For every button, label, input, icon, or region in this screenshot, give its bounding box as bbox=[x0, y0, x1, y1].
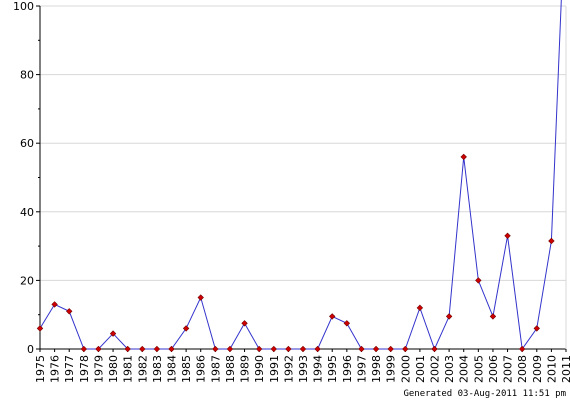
data-point bbox=[197, 294, 204, 301]
y-tick-label: 80 bbox=[20, 69, 34, 82]
x-tick-label: 1975 bbox=[34, 355, 47, 383]
data-point bbox=[416, 304, 424, 312]
generated-timestamp: Generated 03-Aug-2011 11:51 pm bbox=[403, 389, 566, 399]
x-tick-label: 1995 bbox=[326, 355, 339, 383]
series-group bbox=[36, 0, 562, 353]
data-point bbox=[504, 232, 511, 239]
x-tick-label: 2008 bbox=[516, 355, 529, 383]
x-tick-label: 2000 bbox=[399, 355, 412, 383]
x-tick-label: 1983 bbox=[151, 355, 164, 383]
data-point bbox=[51, 301, 58, 308]
x-tick-label: 1999 bbox=[385, 355, 398, 383]
data-point bbox=[445, 313, 453, 320]
data-point bbox=[533, 325, 540, 332]
data-point bbox=[241, 320, 248, 327]
data-point bbox=[182, 325, 190, 332]
x-tick-label: 1981 bbox=[122, 355, 135, 383]
data-point bbox=[489, 313, 497, 320]
x-axis-ticks: 1975 1976 1977 1978 1979 1980 1981 1982 1983 1984… bbox=[34, 349, 570, 383]
data-point bbox=[270, 345, 277, 353]
x-tick-label: 1992 bbox=[282, 355, 295, 383]
x-tick-label: 2009 bbox=[531, 355, 544, 383]
x-tick-label: 1982 bbox=[136, 355, 149, 383]
data-point bbox=[460, 153, 467, 161]
data-series bbox=[36, 0, 562, 353]
x-tick-label: 1978 bbox=[78, 355, 91, 383]
data-point bbox=[343, 320, 351, 327]
x-tick-label: 1980 bbox=[107, 355, 120, 383]
data-point bbox=[95, 345, 102, 353]
data-point bbox=[66, 308, 73, 315]
data-point bbox=[329, 313, 336, 320]
x-tick-label: 2010 bbox=[545, 355, 558, 383]
x-tick-label: 1990 bbox=[253, 355, 266, 383]
x-tick-label: 2011 bbox=[560, 355, 570, 383]
x-tick-label: 1977 bbox=[63, 355, 76, 383]
data-point bbox=[255, 345, 263, 353]
series-line bbox=[39, 0, 562, 351]
data-point bbox=[168, 345, 175, 353]
grid-lines bbox=[40, 5, 566, 281]
y-tick-label: 0 bbox=[27, 343, 34, 356]
x-tick-label: 1979 bbox=[92, 355, 105, 383]
data-point bbox=[153, 345, 161, 353]
y-tick-label: 100 bbox=[13, 0, 34, 13]
data-point bbox=[475, 277, 482, 284]
axes bbox=[39, 6, 567, 350]
y-tick-label: 60 bbox=[20, 137, 34, 150]
x-tick-label: 1996 bbox=[341, 355, 354, 383]
data-point bbox=[299, 345, 307, 353]
data-point bbox=[226, 345, 234, 353]
data-point bbox=[402, 345, 409, 353]
x-tick-label: 1997 bbox=[355, 355, 368, 383]
x-tick-label: 1993 bbox=[297, 355, 310, 383]
x-tick-label: 1984 bbox=[166, 355, 179, 383]
data-point bbox=[387, 345, 394, 353]
data-point bbox=[548, 237, 555, 245]
x-tick-label: 1985 bbox=[180, 355, 193, 383]
x-tick-label: 1986 bbox=[195, 355, 208, 383]
data-point bbox=[124, 345, 131, 353]
x-tick-label: 1989 bbox=[239, 355, 252, 383]
x-tick-label: 2003 bbox=[443, 355, 456, 383]
y-tick-label: 20 bbox=[20, 274, 34, 287]
data-point bbox=[109, 330, 117, 337]
data-point bbox=[372, 345, 380, 353]
data-point bbox=[314, 345, 321, 353]
x-tick-label: 2006 bbox=[487, 355, 500, 383]
x-tick-label: 2005 bbox=[472, 355, 485, 383]
data-point bbox=[80, 345, 88, 353]
x-tick-label: 2002 bbox=[429, 355, 442, 383]
x-tick-label: 1987 bbox=[209, 355, 222, 383]
y-axis-ticks: 0 20 40 60 80 100 bbox=[13, 0, 40, 356]
x-tick-label: 1994 bbox=[312, 355, 325, 383]
data-point bbox=[139, 345, 146, 353]
x-tick-label: 2001 bbox=[414, 355, 427, 383]
y-tick-label: 40 bbox=[20, 206, 34, 219]
data-point bbox=[36, 325, 44, 332]
x-tick-label: 1988 bbox=[224, 355, 237, 383]
data-point bbox=[285, 345, 292, 353]
x-tick-label: 1991 bbox=[268, 355, 281, 383]
data-point bbox=[431, 345, 438, 353]
data-point bbox=[212, 345, 219, 353]
x-tick-label: 2007 bbox=[502, 355, 515, 383]
x-tick-label: 1976 bbox=[49, 355, 62, 383]
data-point bbox=[358, 345, 365, 353]
x-tick-label: 2004 bbox=[458, 355, 471, 383]
x-tick-label: 1998 bbox=[370, 355, 383, 383]
data-point bbox=[518, 345, 526, 353]
